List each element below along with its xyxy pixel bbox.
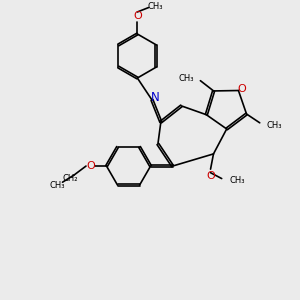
- Text: CH₃: CH₃: [50, 181, 65, 190]
- Text: CH₃: CH₃: [147, 2, 163, 10]
- Text: O: O: [206, 171, 215, 181]
- Text: N: N: [151, 91, 160, 104]
- Text: O: O: [86, 161, 95, 171]
- Text: O: O: [133, 11, 142, 21]
- Text: O: O: [238, 84, 246, 94]
- Text: CH₂: CH₂: [62, 174, 78, 183]
- Text: CH₃: CH₃: [178, 74, 194, 83]
- Text: CH₃: CH₃: [266, 121, 282, 130]
- Text: CH₃: CH₃: [229, 176, 244, 185]
